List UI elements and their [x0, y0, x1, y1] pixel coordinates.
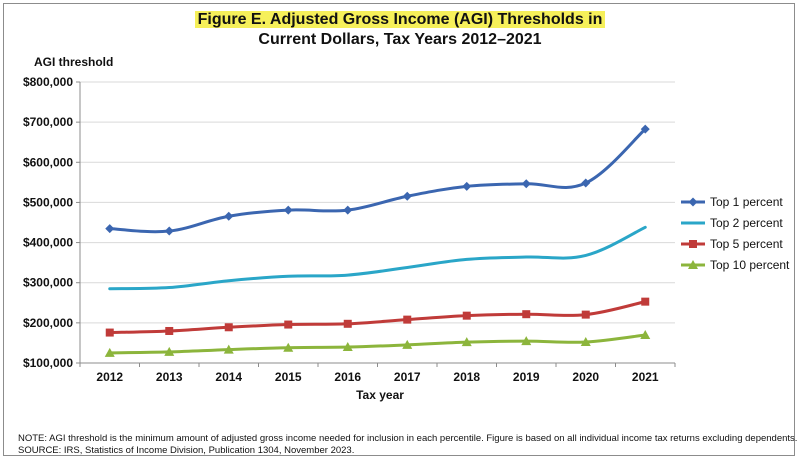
legend-label: Top 1 percent: [710, 195, 783, 209]
data-point-top-1-percent: [283, 205, 293, 215]
y-tick-label: $200,000: [23, 316, 73, 330]
legend-label: Top 5 percent: [710, 237, 783, 251]
legend-label: Top 10 percent: [710, 258, 790, 272]
data-point-top-1-percent: [105, 224, 115, 234]
data-point-top-5-percent: [462, 311, 471, 320]
data-point-top-1-percent: [462, 181, 472, 191]
data-point-top-5-percent: [165, 326, 174, 335]
figure-note: NOTE: AGI threshold is the minimum amoun…: [18, 433, 798, 457]
legend-marker: [688, 197, 698, 207]
data-point-top-10-percent: [640, 329, 651, 339]
x-tick-label: 2014: [215, 370, 242, 384]
x-tick-label: 2018: [453, 370, 480, 384]
data-point-top-10-percent: [283, 342, 294, 352]
legend-marker: [688, 260, 698, 269]
y-tick-label: $800,000: [23, 75, 73, 89]
y-tick-label: $100,000: [23, 356, 73, 370]
legend: Top 1 percent Top 2 percent Top 5 percent T…: [681, 195, 790, 272]
series-lines: [104, 124, 651, 357]
y-axis-title: AGI threshold: [34, 55, 113, 69]
data-point-top-1-percent: [521, 179, 531, 189]
data-point-top-5-percent: [581, 310, 590, 319]
x-tick-label: 2019: [513, 370, 540, 384]
y-tick-label: $500,000: [23, 195, 73, 209]
data-point-top-1-percent: [402, 191, 412, 201]
y-tick-label: $600,000: [23, 155, 73, 169]
x-tick-label: 2013: [156, 370, 183, 384]
data-point-top-10-percent: [521, 336, 532, 346]
chart-title-line2: Current Dollars, Tax Years 2012–2021: [258, 31, 542, 48]
series-line-top-1-percent: [108, 127, 647, 234]
series-line-top-2-percent: [108, 225, 647, 291]
data-point-top-5-percent: [343, 319, 352, 328]
data-point-top-5-percent: [105, 328, 114, 337]
legend-label: Top 2 percent: [710, 216, 783, 230]
data-point-top-5-percent: [224, 323, 233, 332]
y-tick-label: $700,000: [23, 115, 73, 129]
x-tick-label: 2012: [96, 370, 123, 384]
series-line-top-10-percent: [108, 333, 647, 355]
data-point-top-10-percent: [580, 336, 591, 346]
source-text: SOURCE: IRS, Statistics of Income Divisi…: [18, 445, 355, 456]
data-point-top-10-percent: [461, 337, 472, 347]
legend-marker: [689, 240, 697, 248]
data-point-top-10-percent: [164, 346, 175, 356]
x-tick-label: 2021: [632, 370, 659, 384]
axes: $100,000 $200,000 $300,000 $400,000 $500,000…: [23, 75, 676, 384]
data-point-top-5-percent: [641, 297, 650, 306]
data-point-top-1-percent: [343, 205, 353, 215]
y-tick-label: $300,000: [23, 276, 73, 290]
data-point-top-10-percent: [342, 342, 353, 352]
data-point-top-1-percent: [164, 226, 174, 236]
x-tick-label: 2015: [275, 370, 302, 384]
data-point-top-5-percent: [522, 310, 531, 319]
chart-title: Figure E. Adjusted Gross Income (AGI) Th…: [0, 10, 800, 50]
x-tick-label: 2016: [334, 370, 361, 384]
x-axis-title: Tax year: [356, 388, 404, 402]
data-point-top-1-percent: [581, 178, 591, 188]
data-point-top-10-percent: [402, 339, 413, 349]
data-point-top-5-percent: [403, 315, 412, 324]
series-line-top-5-percent: [108, 300, 647, 335]
y-tick-label: $400,000: [23, 236, 73, 250]
data-point-top-1-percent: [640, 124, 650, 134]
x-tick-label: 2020: [572, 370, 599, 384]
data-point-top-10-percent: [104, 347, 115, 357]
x-tick-label: 2017: [394, 370, 421, 384]
chart-title-line1: Figure E. Adjusted Gross Income (AGI) Th…: [194, 11, 606, 28]
note-text: NOTE: AGI threshold is the minimum amoun…: [18, 433, 798, 444]
data-point-top-5-percent: [284, 320, 293, 329]
data-point-top-10-percent: [223, 344, 234, 354]
data-point-top-1-percent: [224, 211, 234, 221]
